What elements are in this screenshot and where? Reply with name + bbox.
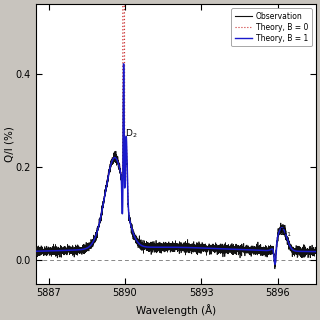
X-axis label: Wavelength (Å): Wavelength (Å)	[136, 304, 216, 316]
Legend: Observation, Theory, B = 0, Theory, B = 1: Observation, Theory, B = 0, Theory, B = …	[231, 8, 312, 46]
Text: D$_2$: D$_2$	[125, 128, 138, 140]
Text: D$_1$: D$_1$	[279, 227, 291, 239]
Y-axis label: Q/I (%): Q/I (%)	[4, 126, 14, 162]
